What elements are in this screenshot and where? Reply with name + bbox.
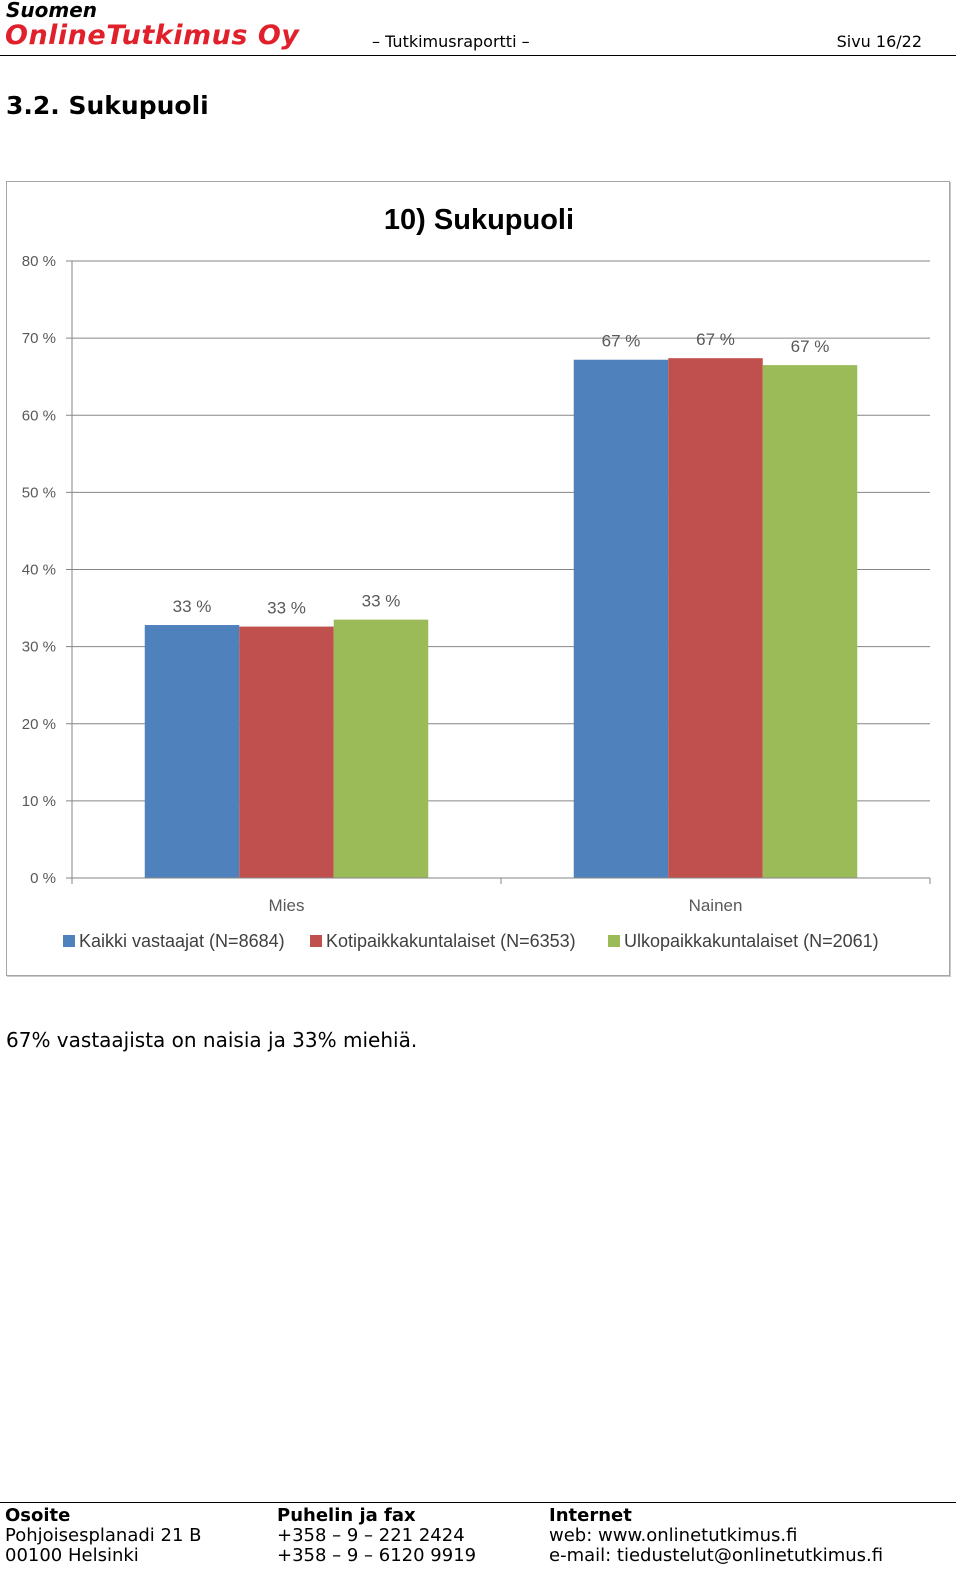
section-title: 3.2. Sukupuoli xyxy=(6,91,209,120)
category-label: Nainen xyxy=(689,896,743,915)
y-tick-label: 40 % xyxy=(22,562,56,579)
y-tick-label: 50 % xyxy=(22,484,56,501)
legend-swatch xyxy=(63,935,75,947)
bar xyxy=(762,365,858,878)
footer-internet-heading: Internet xyxy=(549,1505,632,1526)
chart-frame: 10) Sukupuoli 0 % 10 % 20 % 30 % 40 % 50 % 60 … xyxy=(6,181,950,976)
footer-address-line2: 00100 Helsinki xyxy=(5,1545,139,1566)
data-label: 33 % xyxy=(267,599,306,618)
data-label: 33 % xyxy=(362,592,401,611)
footer-divider xyxy=(0,1502,956,1503)
data-label: 67 % xyxy=(696,330,735,349)
y-tick-label: 20 % xyxy=(22,716,56,733)
footer-internet-line1: web: www.onlinetutkimus.fi xyxy=(549,1525,798,1546)
y-tick-label: 0 % xyxy=(30,870,56,887)
legend-swatch xyxy=(310,935,322,947)
footer-phone: Puhelin ja fax +358 – 9 – 221 2424 +358 … xyxy=(277,1506,476,1566)
legend-entry: Kotipaikkakuntalaiset (N=6353) xyxy=(326,931,576,951)
bar xyxy=(668,358,763,878)
page-number: Sivu 16/22 xyxy=(836,32,922,51)
data-label: 67 % xyxy=(602,332,641,351)
logo-line2: OnlineTutkimus Oy xyxy=(5,20,300,51)
footer-phone-line2: +358 – 9 – 6120 9919 xyxy=(277,1545,477,1566)
chart-title: 10) Sukupuoli xyxy=(384,204,574,236)
bar xyxy=(144,625,240,878)
footer-internet-line2: e-mail: tiedustelut@onlinetutkimus.fi xyxy=(549,1545,884,1566)
y-tick-label: 30 % xyxy=(22,639,56,656)
bar xyxy=(239,626,334,878)
legend: Kaikki vastaajat (N=8684) Kotipaikkakunta… xyxy=(63,931,879,951)
summary-text: 67% vastaajista on naisia ja 33% miehiä. xyxy=(6,1028,418,1052)
legend-entry: Ulkopaikkakuntalaiset (N=2061) xyxy=(624,931,879,951)
footer-address: Osoite Pohjoisesplanadi 21 B 00100 Helsi… xyxy=(5,1506,202,1566)
y-tick-label: 60 % xyxy=(22,407,56,424)
legend-swatch xyxy=(608,935,620,947)
data-labels: 33 % 33 % 33 % 67 % 67 % 67 % xyxy=(173,330,830,617)
y-tick-label: 70 % xyxy=(22,330,56,347)
bar-chart: 10) Sukupuoli 0 % 10 % 20 % 30 % 40 % 50 % 60 … xyxy=(22,204,931,951)
logo-line1: Suomen xyxy=(6,0,98,22)
axes: 0 % 10 % 20 % 30 % 40 % 50 % 60 % 70 % 80 % Mies N… xyxy=(22,253,931,915)
footer-phone-line1: +358 – 9 – 221 2424 xyxy=(277,1525,465,1546)
legend-entry: Kaikki vastaajat (N=8684) xyxy=(79,931,285,951)
y-tick-label: 80 % xyxy=(22,253,56,270)
bar xyxy=(573,359,669,879)
footer-address-heading: Osoite xyxy=(5,1505,71,1526)
y-tick-label: 10 % xyxy=(22,793,56,810)
bars xyxy=(144,358,858,879)
category-label: Mies xyxy=(269,896,305,915)
document-type: – Tutkimusraportti – xyxy=(372,32,530,51)
footer-phone-heading: Puhelin ja fax xyxy=(277,1505,416,1526)
footer-internet: Internet web: www.onlinetutkimus.fi e-ma… xyxy=(549,1506,883,1566)
bar xyxy=(333,619,429,878)
header-divider xyxy=(0,55,956,56)
footer-address-line1: Pohjoisesplanadi 21 B xyxy=(5,1525,202,1546)
data-label: 33 % xyxy=(173,597,212,616)
data-label: 67 % xyxy=(791,337,830,356)
